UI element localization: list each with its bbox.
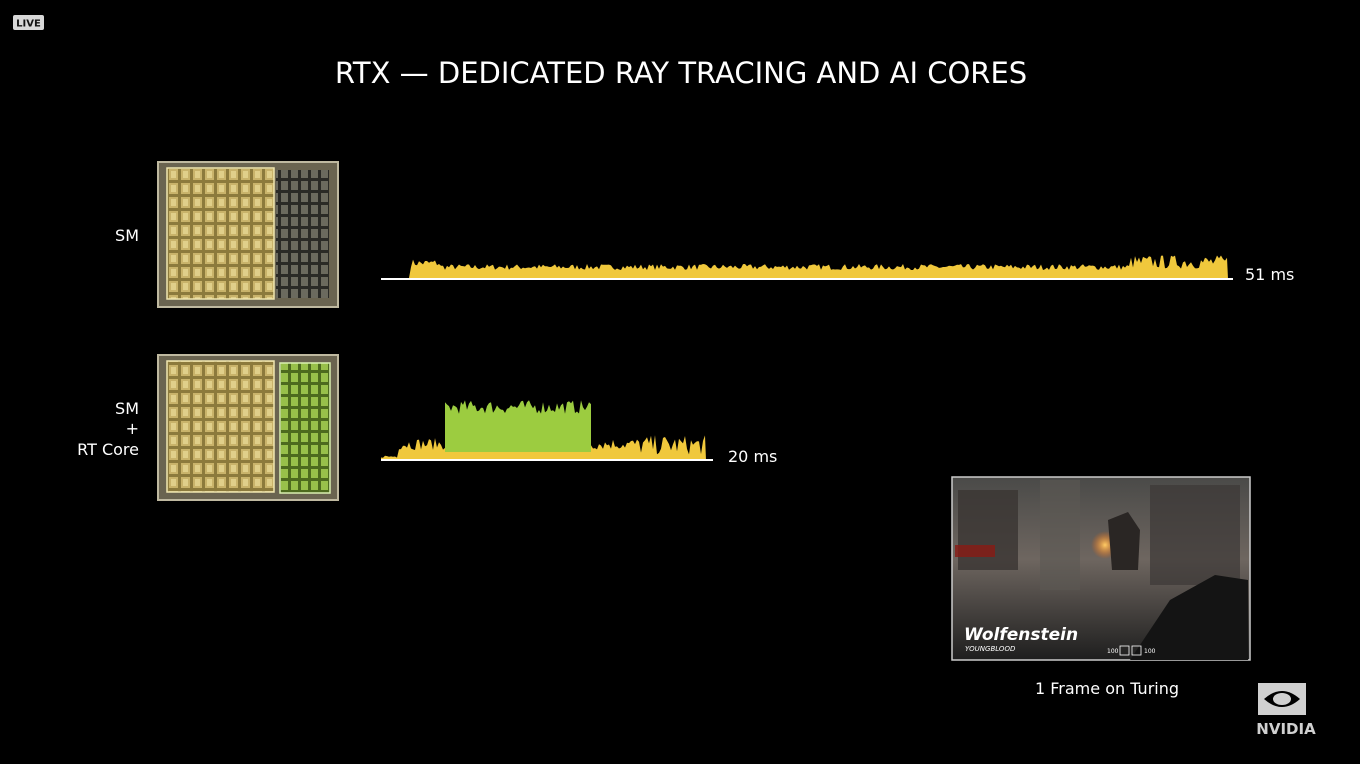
- brand-logo: NVIDIA: [1256, 683, 1316, 738]
- row-label: SM: [115, 399, 139, 418]
- waveforms: [381, 255, 1228, 460]
- brand-name: NVIDIA: [1256, 720, 1316, 738]
- live-text: LIVE: [16, 19, 41, 30]
- chip-sm: [157, 161, 339, 308]
- live-badge: [13, 15, 44, 30]
- row-label: RT Core: [77, 440, 139, 459]
- game-logo: Wolfenstein: [964, 625, 1078, 645]
- slide-title: RTX — DEDICATED RAY TRACING AND AI CORES: [335, 56, 1027, 90]
- waveform: [445, 400, 591, 452]
- game-sublogo: YOUNGBLOOD: [965, 645, 1016, 653]
- hud-value: 100: [1107, 648, 1119, 655]
- row-label: +: [126, 419, 139, 438]
- row-label: SM: [115, 226, 139, 245]
- caption: 1 Frame on Turing: [1035, 679, 1179, 698]
- game-screenshot: Wolfenstein YOUNGBLOOD 100 100: [951, 476, 1251, 661]
- frame-time: 51 ms: [1245, 265, 1294, 284]
- waveform: [381, 255, 1228, 279]
- frame-time: 20 ms: [728, 447, 777, 466]
- chip-sm-rt: [157, 354, 339, 501]
- hud-value: 100: [1144, 648, 1156, 655]
